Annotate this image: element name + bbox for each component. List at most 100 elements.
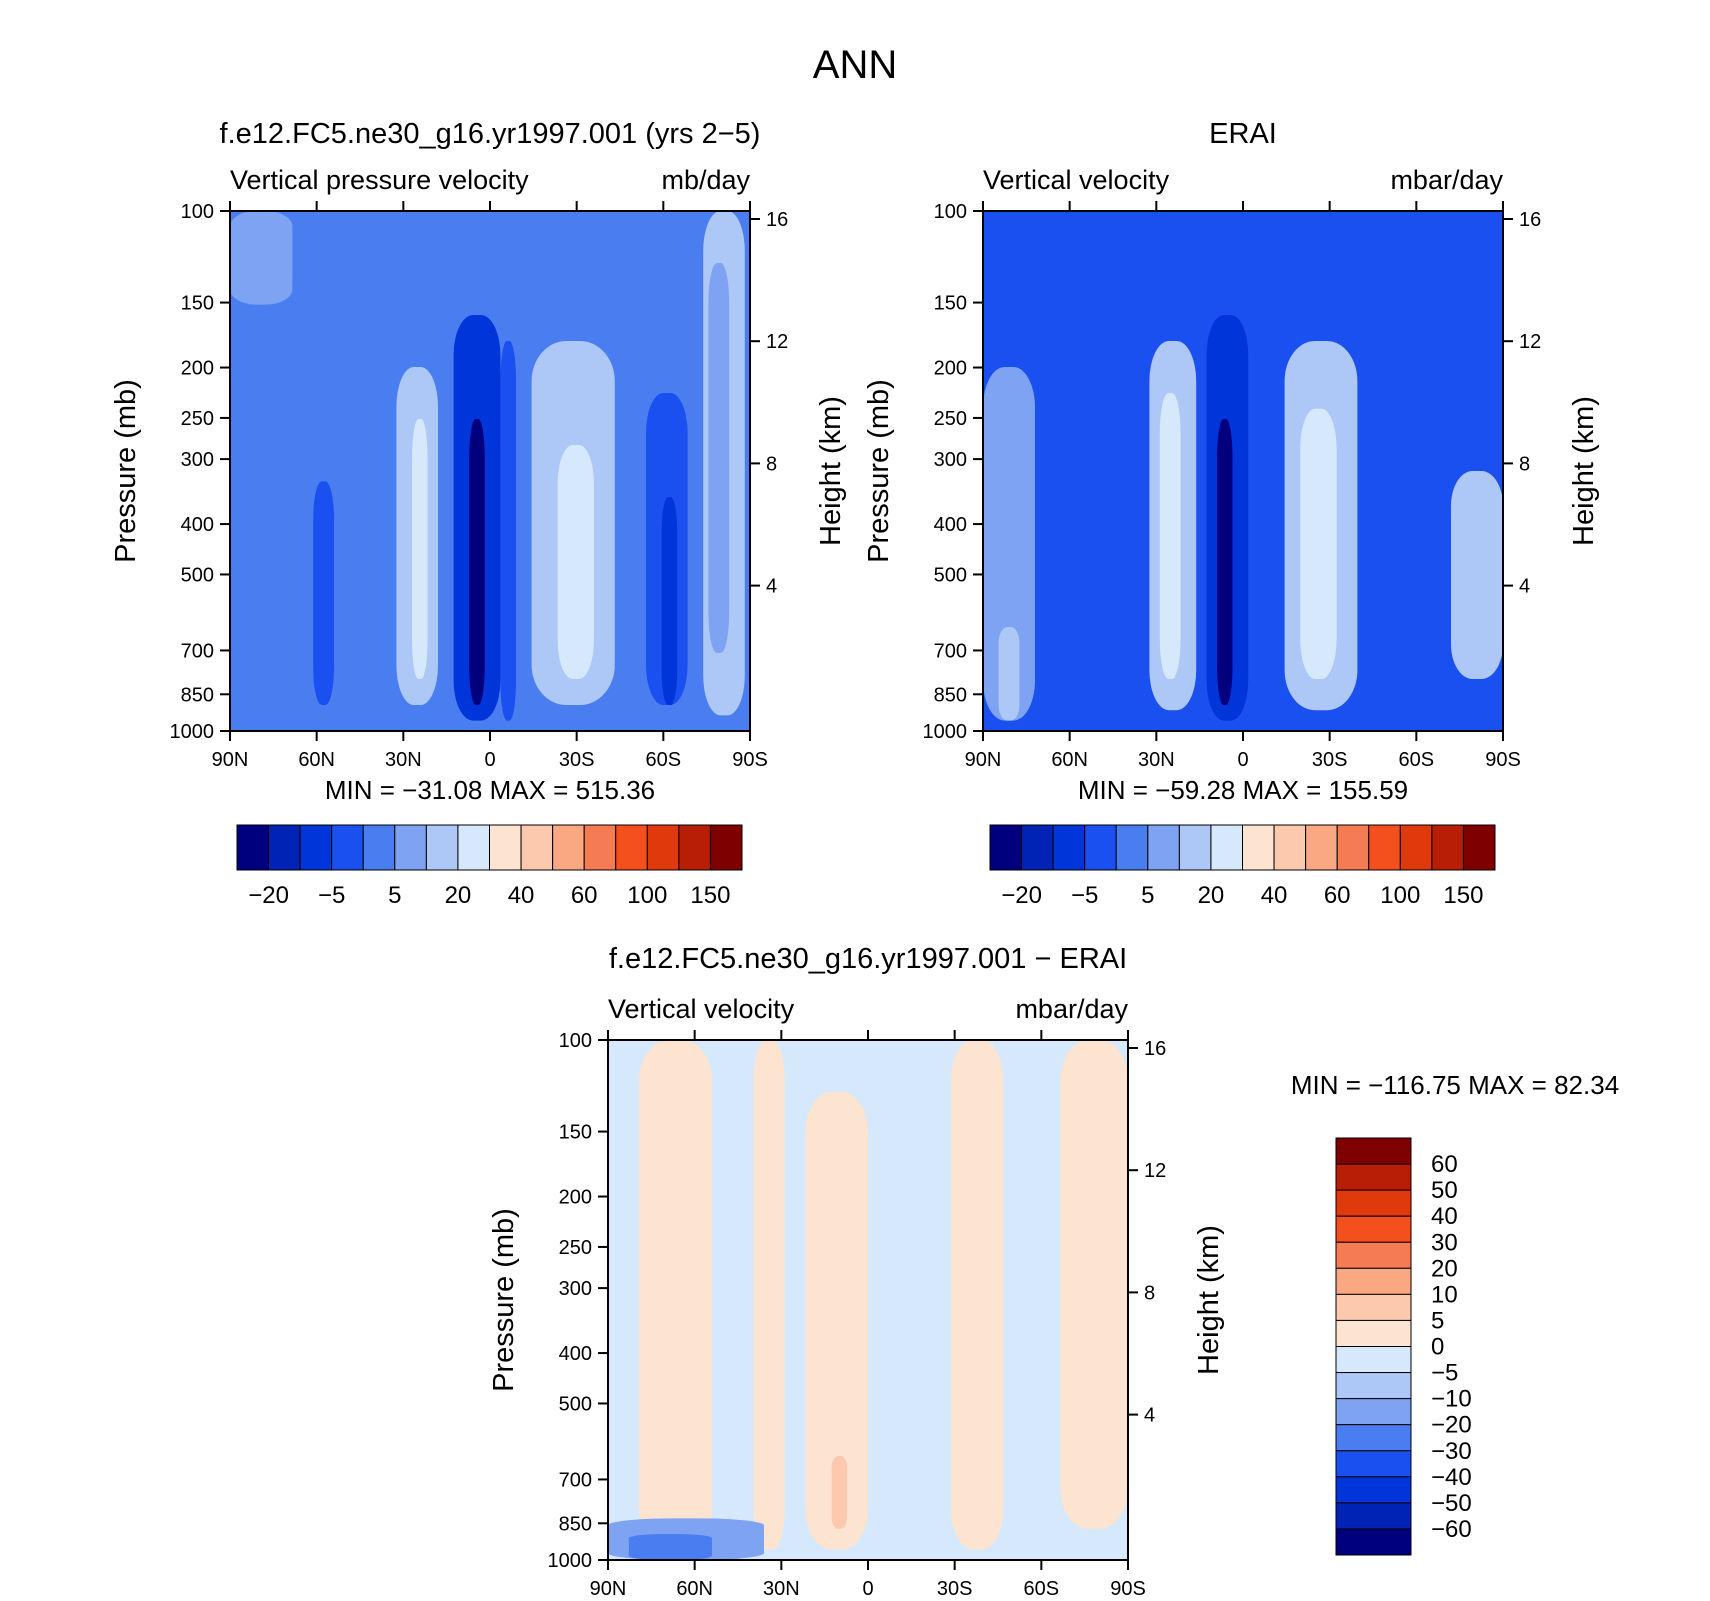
colorbar-swatch xyxy=(268,824,301,871)
y-tick-label: 850 xyxy=(934,684,967,706)
y2-tick-label: 8 xyxy=(766,453,777,475)
panel-units-label: mb/day xyxy=(661,165,750,195)
y2-tick-label: 16 xyxy=(766,209,788,231)
colorbar-swatch xyxy=(1147,824,1180,871)
colorbar-swatch xyxy=(1335,1215,1412,1243)
y-tick-label: 400 xyxy=(934,514,967,536)
y-tick-label: 150 xyxy=(559,1122,592,1144)
colorbar-swatch xyxy=(1335,1476,1412,1504)
colorbar-swatch xyxy=(1335,1137,1412,1165)
panel-units-label: mbar/day xyxy=(1015,994,1128,1024)
y-tick-label: 150 xyxy=(181,293,214,315)
colorbar-label: 100 xyxy=(1380,882,1420,909)
y2-tick-label: 12 xyxy=(1144,1160,1166,1182)
y2-tick-label: 12 xyxy=(1519,331,1541,353)
colorbar-swatch xyxy=(1210,824,1243,871)
y2-tick-label: 8 xyxy=(1144,1282,1155,1304)
colorbar-label: −20 xyxy=(1431,1412,1472,1439)
colorbar-label: −5 xyxy=(1431,1360,1458,1387)
y-tick-label: 100 xyxy=(934,201,967,223)
colorbar-swatch xyxy=(1335,1450,1412,1478)
field-band xyxy=(1060,1040,1128,1529)
colorbar-label: 0 xyxy=(1431,1334,1444,1361)
panel-units-label: mbar/day xyxy=(1390,165,1503,195)
field-band xyxy=(230,211,293,305)
x-tick-label: 60N xyxy=(676,1578,713,1600)
colorbar-label: 150 xyxy=(1443,882,1483,909)
colorbar-swatch xyxy=(362,824,396,871)
y-tick-label: 200 xyxy=(559,1187,592,1209)
colorbar-swatch xyxy=(1335,1528,1412,1556)
colorbar-swatch xyxy=(1462,824,1496,871)
colorbar-swatch xyxy=(646,824,680,871)
y-tick-label: 400 xyxy=(559,1343,592,1365)
y2-tick-label: 8 xyxy=(1519,453,1530,475)
colorbar-label: 40 xyxy=(508,882,535,909)
y-tick-label: 850 xyxy=(559,1513,592,1535)
field-band xyxy=(805,1092,868,1550)
panel-header: f.e12.FC5.ne30_g16.yr1997.001 (yrs 2−5) xyxy=(220,118,761,150)
colorbar-swatch xyxy=(1335,1346,1412,1374)
y-tick-label: 700 xyxy=(559,1469,592,1491)
y-tick-label: 1000 xyxy=(170,721,215,743)
y-tick-label: 500 xyxy=(934,564,967,586)
field-band xyxy=(753,1040,785,1550)
y2-axis-title: Height (km) xyxy=(1568,396,1600,546)
colorbar-label: 20 xyxy=(1431,1255,1458,1282)
x-tick-label: 90N xyxy=(212,749,249,771)
colorbar-swatch xyxy=(1084,824,1117,871)
y-tick-label: 150 xyxy=(934,293,967,315)
minmax-obs: MIN = −59.28 MAX = 155.59 xyxy=(1078,775,1408,805)
colorbar-swatch xyxy=(1021,824,1054,871)
colorbar-swatch xyxy=(331,824,364,871)
colorbar-swatch xyxy=(1335,1267,1412,1295)
colorbar-swatch xyxy=(1335,1293,1412,1321)
x-tick-label: 0 xyxy=(862,1578,873,1600)
colorbar-swatch xyxy=(1178,824,1212,871)
colorbar-label: 10 xyxy=(1431,1281,1458,1308)
colorbar-label: −30 xyxy=(1431,1438,1472,1465)
colorbar-label: −5 xyxy=(1071,882,1098,909)
panel-variable-label: Vertical pressure velocity xyxy=(230,165,529,195)
field-band xyxy=(998,627,1020,721)
minmax-diff: MIN = −116.75 MAX = 82.34 xyxy=(1291,1070,1619,1100)
colorbar-label: 100 xyxy=(627,882,667,909)
y-tick-label: 1000 xyxy=(923,721,968,743)
colorbar-label: 20 xyxy=(445,882,472,909)
colorbar-swatch xyxy=(1368,824,1401,871)
colorbar-label: 5 xyxy=(1431,1307,1444,1334)
y-tick-label: 700 xyxy=(181,640,214,662)
y-tick-label: 850 xyxy=(181,684,214,706)
colorbar-swatch xyxy=(1399,824,1433,871)
y-tick-label: 500 xyxy=(181,564,214,586)
y2-tick-label: 4 xyxy=(1144,1405,1155,1427)
colorbar-swatch xyxy=(1273,824,1307,871)
panel-obs: ERAI Vertical velocity mbar/day 100 150 200 25… xyxy=(863,118,1600,771)
y-axis-title: Pressure (mb) xyxy=(110,379,142,563)
colorbar-swatch xyxy=(1335,1424,1412,1452)
colorbar-swatch xyxy=(1335,1163,1412,1191)
field-band xyxy=(983,367,1035,721)
y-tick-label: 500 xyxy=(559,1393,592,1415)
x-tick-label: 90S xyxy=(1485,749,1521,771)
colorbar-swatch xyxy=(709,824,743,871)
colorbar-swatch xyxy=(299,824,333,871)
field-band xyxy=(1414,497,1451,721)
y-tick-label: 700 xyxy=(934,640,967,662)
colorbar-swatch xyxy=(1335,1502,1412,1530)
colorbar-swatch xyxy=(989,824,1023,871)
colorbar-swatch xyxy=(394,824,427,871)
field-band xyxy=(831,1456,848,1529)
y-axis-title: Pressure (mb) xyxy=(863,379,895,563)
field-band xyxy=(500,341,516,721)
colorbar-swatch xyxy=(1052,824,1086,871)
colorbar-swatch xyxy=(678,824,711,871)
x-tick-label: 60N xyxy=(1051,749,1088,771)
field-band xyxy=(628,1534,712,1560)
colorbar-label: 5 xyxy=(1141,882,1154,909)
x-tick-label: 0 xyxy=(484,749,495,771)
x-tick-label: 30S xyxy=(559,749,595,771)
colorbar-label: 60 xyxy=(1324,882,1351,909)
y-tick-label: 100 xyxy=(181,201,214,223)
